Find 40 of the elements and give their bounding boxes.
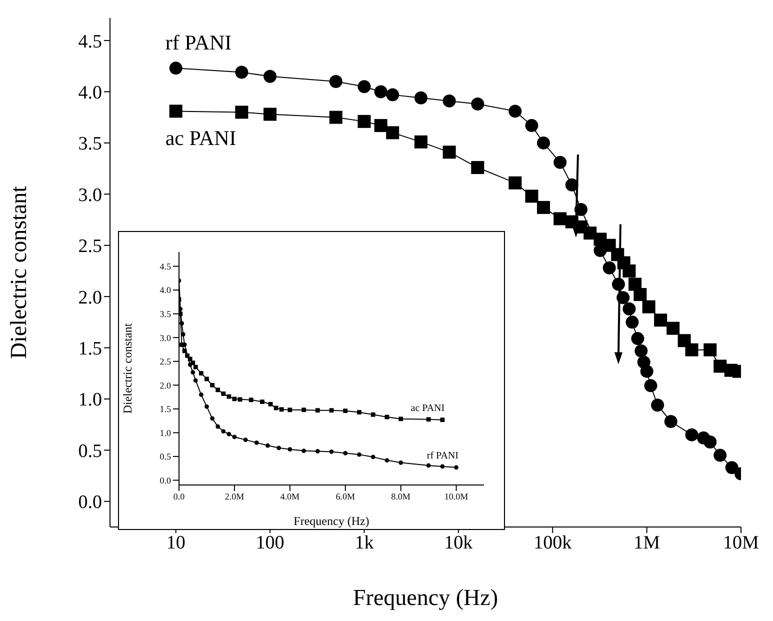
y-tick-label: 0.5 [78,440,102,462]
series-label: rf PANI [165,30,232,54]
y-tick-label: 3.0 [160,332,172,343]
y-axis-title: Dielectric constant [120,322,134,414]
y-tick-label: 3.5 [78,134,102,155]
x-tick-label: 4.0M [280,491,300,502]
x-tick-label: 0.0 [173,491,186,502]
y-tick-label: 1.5 [78,338,102,360]
x-tick-label: 10 [166,532,186,554]
y-tick-label: 2.0 [160,380,172,390]
x-tick-label: 10M [723,532,760,554]
x-tick-label: 100 [256,532,284,554]
y-tick-label: 0.0 [160,475,172,486]
y-tick-label: 2.0 [78,287,102,308]
y-tick-label: 1.0 [160,428,172,438]
x-tick-label: 10.0M [444,491,468,502]
y-axis-title: Dielectric constant [6,185,32,360]
x-tick-label: 6.0M [336,491,355,502]
y-tick-label: 3.0 [78,184,102,206]
series-label: ac PANI [410,402,445,414]
x-tick-label: 1k [354,532,374,554]
x-tick-label: 2.0M [224,491,244,502]
y-tick-label: 1.0 [78,390,102,411]
y-tick-label: 1.5 [160,404,172,414]
y-tick-label: 2.5 [78,236,102,258]
y-tick-label: 3.5 [160,309,172,320]
y-tick-label: 4.0 [78,82,102,104]
x-tick-label: 10k [444,532,474,554]
y-tick-label: 4.5 [78,31,102,52]
y-tick-label: 4.0 [160,285,172,296]
x-tick-label: 8.0M [391,491,410,502]
x-axis-title: Frequency (Hz) [294,514,370,528]
x-axis-title: Frequency (Hz) [353,585,498,610]
y-tick-label: 4.5 [160,261,172,272]
series-label: ac PANI [165,126,236,150]
series-label: rf PANI [426,450,458,462]
x-tick-label: 100k [534,532,572,554]
y-tick-label: 2.5 [160,356,172,367]
x-tick-label: 1M [634,532,660,554]
y-tick-label: 0.5 [160,452,172,462]
